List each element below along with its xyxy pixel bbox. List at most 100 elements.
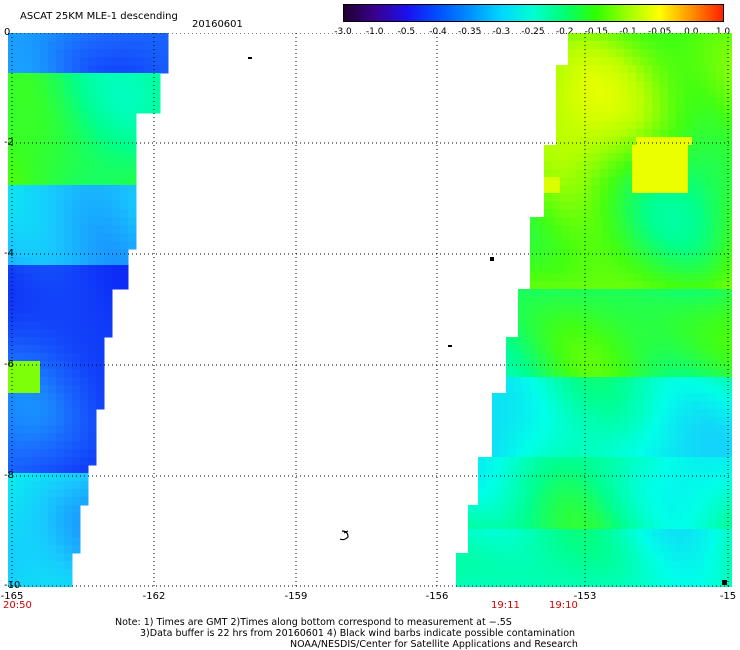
wind-cell [666,217,675,226]
wind-cell [16,497,25,506]
wind-cell [620,73,629,82]
wind-cell [580,433,589,442]
wind-cell [88,225,97,234]
wind-cell [678,465,687,474]
wind-cell [702,457,711,466]
wind-cell [560,561,569,570]
wind-cell [730,385,732,394]
wind-cell [694,457,703,466]
wind-cell [568,209,577,218]
wind-cell [516,401,525,410]
wind-cell [688,145,697,154]
wind-cell [582,313,591,322]
wind-cell [32,161,41,170]
wind-cell [64,561,73,570]
wind-cell [636,129,645,138]
wind-cell [608,177,617,186]
wind-cell [596,529,605,538]
wind-cell [558,321,567,330]
wind-cell [64,289,73,298]
wind-cell [684,417,693,426]
wind-cell [626,273,635,282]
wind-cell [56,497,65,506]
wind-cell [476,521,485,530]
wind-cell [24,465,33,474]
wind-cell [16,409,25,418]
wind-cell [552,553,561,562]
wind-cell [72,113,81,122]
wind-cell [582,329,591,338]
wind-cell [704,553,713,562]
wind-cell [668,529,677,538]
wind-cell [40,457,49,466]
wind-cell [722,233,731,242]
wind-cell [700,113,709,122]
wind-cell [632,161,641,170]
wind-cell [72,265,81,274]
wind-cell [702,465,711,474]
wind-cell [40,185,49,194]
wind-cell [672,201,681,210]
wind-cell [698,369,707,378]
wind-cell [604,401,613,410]
wind-cell [698,217,707,226]
wind-cell [40,97,49,106]
wind-cell [596,417,605,426]
wind-cell [562,369,571,378]
wind-cell [56,193,65,202]
wind-cell [48,345,57,354]
wind-cell [40,553,49,562]
wind-cell [566,321,575,330]
wind-cell [544,569,553,578]
wind-cell [612,65,621,74]
wind-cell [72,521,81,530]
wind-cell [676,113,685,122]
wind-cell [726,497,732,506]
wind-cell [160,33,169,42]
wind-cell [552,145,561,154]
wind-cell [48,97,57,106]
wind-cell [40,129,49,138]
wind-cell [592,561,601,570]
wind-cell [72,225,81,234]
wind-cell [564,545,573,554]
wind-cell [56,201,65,210]
wind-cell [96,33,105,42]
wind-cell [570,241,579,250]
wind-cell [728,145,732,154]
wind-cell [594,377,603,386]
wind-cell [586,281,595,290]
wind-cell [96,121,105,130]
wind-cell [614,329,623,338]
wind-cell [40,41,49,50]
wind-cell [684,529,693,538]
wind-cell [682,257,691,266]
wind-cell [662,289,671,298]
wind-cell [602,225,611,234]
wind-cell [600,561,609,570]
wind-cell [16,577,25,586]
wind-cell [540,505,549,514]
wind-cell [48,497,57,506]
wind-cell [492,505,501,514]
wind-cell [472,553,481,562]
wind-cell [24,305,33,314]
wind-cell [682,241,691,250]
wind-cell [574,465,583,474]
wind-cell [716,513,725,522]
wind-cell [564,529,573,538]
wind-cell [72,481,81,490]
wind-cell [556,409,565,418]
wind-cell [16,225,25,234]
wind-cell [674,377,683,386]
wind-cell [80,481,89,490]
wind-cell [112,121,121,130]
wind-cell [530,345,539,354]
wind-cell [588,409,597,418]
wind-cell [580,537,589,546]
wind-cell [24,561,33,570]
wind-cell [608,33,617,42]
wind-cell [628,105,637,114]
wind-cell [576,153,585,162]
wind-cell [552,153,561,162]
